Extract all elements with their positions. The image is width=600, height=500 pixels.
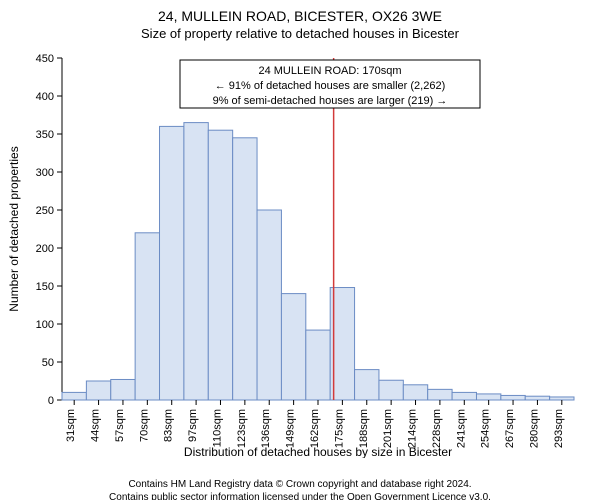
svg-text:150: 150 (36, 281, 54, 293)
svg-text:0: 0 (48, 395, 54, 407)
svg-text:149sqm: 149sqm (285, 409, 297, 448)
svg-text:293sqm: 293sqm (553, 409, 565, 448)
svg-text:214sqm: 214sqm (407, 409, 419, 448)
svg-text:175sqm: 175sqm (333, 409, 345, 448)
svg-text:24 MULLEIN ROAD: 170sqm: 24 MULLEIN ROAD: 170sqm (258, 65, 401, 77)
svg-text:123sqm: 123sqm (236, 409, 248, 448)
svg-text:83sqm: 83sqm (163, 409, 175, 442)
svg-text:201sqm: 201sqm (382, 409, 394, 448)
footer: Contains HM Land Registry data © Crown c… (0, 479, 600, 500)
svg-text:162sqm: 162sqm (309, 409, 321, 448)
svg-text:100: 100 (36, 319, 54, 331)
svg-text:Distribution of detached house: Distribution of detached houses by size … (184, 445, 452, 458)
svg-text:57sqm: 57sqm (114, 409, 126, 442)
svg-text:188sqm: 188sqm (358, 409, 370, 448)
svg-text:267sqm: 267sqm (504, 409, 516, 448)
svg-text:136sqm: 136sqm (260, 409, 272, 448)
svg-text:50: 50 (42, 357, 54, 369)
svg-text:97sqm: 97sqm (187, 409, 199, 442)
svg-text:44sqm: 44sqm (90, 409, 102, 442)
svg-text:254sqm: 254sqm (480, 409, 492, 448)
svg-text:31sqm: 31sqm (65, 409, 77, 442)
svg-text:9% of semi-detached houses are: 9% of semi-detached houses are larger (2… (213, 95, 448, 107)
page-title: 24, MULLEIN ROAD, BICESTER, OX26 3WE (0, 8, 600, 24)
svg-text:241sqm: 241sqm (455, 409, 467, 448)
svg-text:350: 350 (36, 129, 54, 141)
svg-text:200: 200 (36, 243, 54, 255)
svg-text:280sqm: 280sqm (528, 409, 540, 448)
svg-text:110sqm: 110sqm (211, 409, 223, 447)
svg-text:228sqm: 228sqm (431, 409, 443, 448)
svg-text:← 91% of detached houses are s: ← 91% of detached houses are smaller (2,… (215, 80, 446, 92)
svg-text:70sqm: 70sqm (138, 409, 150, 442)
footer-line-2: Contains public sector information licen… (0, 492, 600, 500)
footer-line-1: Contains HM Land Registry data © Crown c… (0, 479, 600, 492)
page-subtitle: Size of property relative to detached ho… (0, 26, 600, 41)
chart-container: 24, MULLEIN ROAD, BICESTER, OX26 3WE Siz… (0, 8, 600, 500)
svg-text:Number of detached properties: Number of detached properties (7, 146, 21, 311)
svg-text:250: 250 (36, 205, 54, 217)
svg-text:450: 450 (36, 53, 54, 65)
histogram-chart: 0 50 100 150 200 250 300 350 400 450 Number of det… (0, 52, 600, 458)
svg-text:300: 300 (36, 167, 54, 179)
svg-text:400: 400 (36, 91, 54, 103)
chart-wrap: 0 50 100 150 200 250 300 350 400 450 Number of det… (0, 52, 600, 458)
